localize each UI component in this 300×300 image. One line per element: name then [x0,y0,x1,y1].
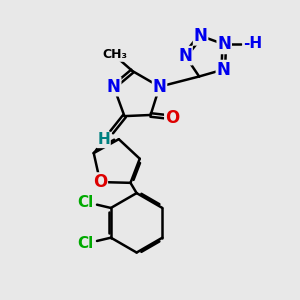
Text: O: O [93,173,107,191]
Text: N: N [153,78,166,96]
Text: N: N [194,27,208,45]
Text: CH₃: CH₃ [102,48,127,61]
Text: Cl: Cl [77,236,94,251]
Text: -H: -H [243,36,262,51]
Text: O: O [165,109,179,127]
Text: N: N [107,78,121,96]
Text: H: H [97,132,110,147]
Text: N: N [178,46,192,64]
Text: N: N [216,61,230,79]
Text: N: N [217,35,231,53]
Text: Cl: Cl [77,194,94,209]
